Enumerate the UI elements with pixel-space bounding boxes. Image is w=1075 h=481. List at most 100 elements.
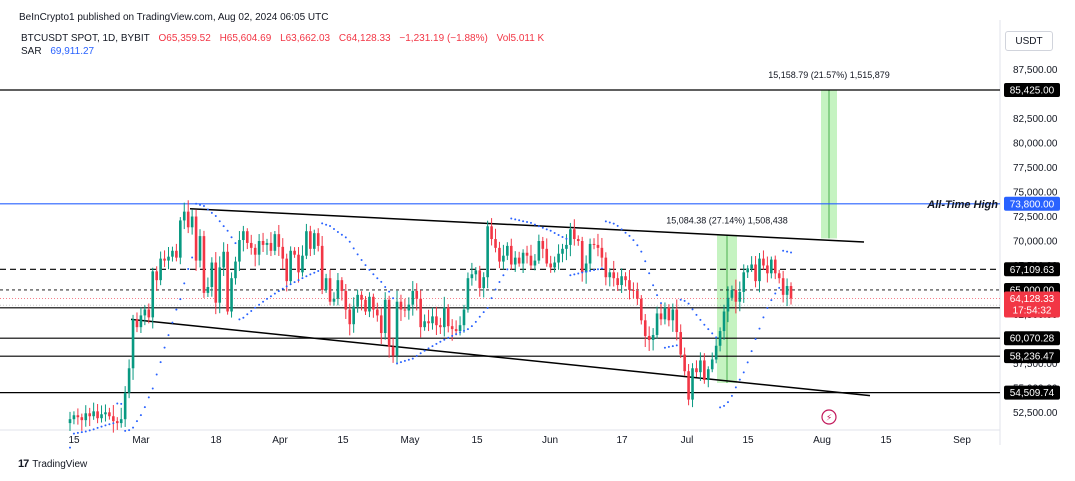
sar-dot [522,220,525,223]
candle-body [439,325,442,328]
sar-dot [266,297,268,300]
y-tick-label: 80,000.00 [1013,139,1058,150]
candle-body [234,261,237,279]
candle-body [277,234,281,247]
sar-dot [297,279,300,282]
candle-body [537,241,541,261]
sar-dot [313,271,316,274]
sar-dot [695,313,698,316]
sar-dot [624,231,627,234]
candle-body [206,287,210,293]
candle-body [612,272,616,279]
x-tick-label: Sep [953,435,971,446]
level-axis-label-bg [1004,331,1060,346]
candle-body [411,290,415,305]
candle-body [364,299,367,312]
sar-dot [403,359,406,362]
candle-body [766,265,769,274]
candle-body [746,268,749,273]
sar-dot [392,297,395,300]
sar-dot [218,220,221,223]
sar-dot [585,270,588,273]
sar-dot [679,298,682,301]
sar-dot [155,373,158,376]
symbol-label[interactable]: BTCUSDT SPOT, 1D, BYBIT [21,33,150,44]
sar-dot [683,299,686,302]
candle-body [383,299,387,334]
candle-body [466,278,470,310]
sar-dot [529,221,532,224]
candle-body [293,250,296,255]
sar-dot [490,297,493,300]
candle-body [620,276,623,286]
x-tick-label: 15 [68,435,80,446]
sar-dot [399,361,402,364]
candle-body [127,368,131,393]
candle-body [175,250,178,258]
candle-body [636,290,639,299]
sar-dot [726,401,729,404]
sar-dot [277,290,280,293]
sar-dot [687,302,690,305]
sar-dot [72,432,75,435]
candle-body [155,271,158,281]
sar-dot [660,302,662,305]
sar-dot [423,349,426,352]
candle-body [139,315,143,328]
candle-body [494,239,497,248]
sar-dot [518,219,521,222]
candle-body [171,250,174,257]
sar-dot [557,234,560,237]
candle-body [588,243,592,264]
sar-dot [258,303,261,306]
candle-body [498,247,501,262]
sar-dot [96,426,99,429]
candle-body [454,329,458,332]
sar-dot [742,371,745,374]
tradingview-footer[interactable]: 17 TradingView [18,458,87,470]
sar-dots [69,202,793,449]
candle-body [289,250,292,282]
sar-label[interactable]: SAR [21,46,42,57]
sar-dot [132,426,135,429]
candle-body [344,290,348,310]
candle-body [104,412,107,415]
sar-dot [305,275,308,278]
candle-body [387,299,391,347]
candle-body [312,233,316,249]
candle-body [297,254,300,273]
currency-button[interactable]: USDT [1005,31,1053,51]
sar-dot [364,264,367,267]
sar-dot [636,244,639,247]
sar-dot [782,249,785,252]
sar-dot [285,285,288,288]
sar-dot [498,280,501,283]
candle-body [257,241,261,255]
candle-body [565,244,568,249]
sar-dot [175,308,178,311]
sar-dot [719,406,722,409]
candle-body [683,354,686,372]
candle-body [96,411,99,419]
sar-dot [195,202,198,205]
sar-dot [380,280,383,283]
candle-body [218,267,222,303]
candle-body [324,278,328,290]
candle-body [316,233,320,246]
candle-body [427,321,430,324]
sar-dot [754,338,757,341]
sar-dot [317,270,320,273]
candle-body [584,263,588,273]
footer-brand: TradingView [32,458,88,470]
sar-dot [183,282,186,285]
candle-body [517,257,521,264]
candle-body [399,301,403,310]
sar-dot [384,286,387,289]
sar-dot [667,345,670,348]
x-tick-label: 17 [616,435,628,446]
sar-dot [730,394,733,397]
sar-dot [652,284,655,287]
candle-body [76,415,80,418]
sar-dot [537,225,540,228]
